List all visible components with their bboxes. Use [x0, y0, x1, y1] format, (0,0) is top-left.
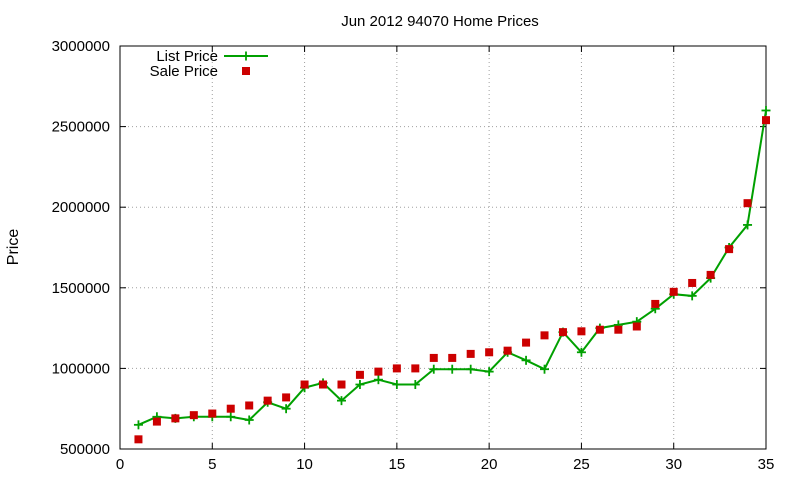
data-point-list-price: [521, 355, 531, 365]
x-tick-label: 20: [481, 456, 498, 473]
legend-marker-sale-price: [242, 67, 250, 75]
data-point-sale-price: [762, 116, 770, 125]
data-point-sale-price: [725, 245, 734, 254]
y-tick-label: 500000: [60, 441, 110, 458]
data-point-list-price: [743, 220, 753, 230]
data-point-sale-price: [319, 380, 328, 389]
series-sale-price: [134, 116, 770, 444]
data-point-sale-price: [263, 396, 272, 405]
x-tick-label: 15: [389, 456, 406, 473]
x-tick-label: 5: [208, 456, 216, 473]
data-point-sale-price: [522, 338, 531, 347]
x-tick-label: 35: [758, 456, 775, 473]
plot-frame: [119, 45, 767, 450]
x-tick-label: 10: [296, 456, 313, 473]
x-tick-label: 25: [573, 456, 590, 473]
data-point-sale-price: [651, 299, 660, 308]
axis-ticks: 0 5 10 15 20 25 30 35 500000 1000000 1500000 200000…: [52, 38, 775, 473]
data-point-sale-price: [171, 414, 180, 423]
data-point-sale-price: [595, 325, 604, 334]
data-point-list-price: [540, 364, 550, 374]
data-point-sale-price: [540, 331, 549, 340]
y-tick-label: 2000000: [52, 199, 110, 216]
data-point-list-price: [410, 380, 420, 390]
data-point-list-price: [133, 420, 143, 430]
data-point-list-price: [484, 367, 494, 377]
data-point-sale-price: [208, 409, 217, 418]
data-point-list-price: [281, 404, 291, 414]
data-point-sale-price: [743, 199, 752, 208]
data-point-sale-price: [374, 367, 383, 376]
data-point-sale-price: [558, 328, 567, 337]
legend-label-sale-price: Sale Price: [150, 63, 218, 80]
data-point-sale-price: [245, 401, 254, 410]
data-point-sale-price: [337, 380, 346, 389]
data-point-list-price: [761, 105, 771, 115]
data-point-list-price: [336, 396, 346, 406]
data-point-sale-price: [706, 270, 715, 279]
y-axis-label: Price: [5, 229, 22, 266]
data-point-sale-price: [392, 364, 401, 373]
data-series: [133, 105, 771, 444]
data-point-list-price: [244, 415, 254, 425]
data-point-sale-price: [189, 411, 198, 420]
data-point-list-price: [447, 364, 457, 374]
data-point-list-price: [429, 364, 439, 374]
legend: List Price Sale Price: [150, 48, 268, 80]
data-point-list-price: [576, 347, 586, 357]
data-point-list-price: [373, 375, 383, 385]
data-point-sale-price: [632, 322, 641, 331]
data-point-list-price: [687, 291, 697, 301]
y-tick-label: 1500000: [52, 280, 110, 297]
data-point-sale-price: [282, 393, 291, 402]
data-point-sale-price: [503, 346, 512, 355]
data-point-sale-price: [466, 349, 475, 358]
data-point-sale-price: [226, 404, 235, 413]
legend-label-list-price: List Price: [156, 48, 218, 65]
data-point-sale-price: [669, 287, 678, 296]
data-point-list-price: [466, 364, 476, 374]
data-point-list-price: [226, 412, 236, 422]
legend-marker-list-price: [241, 51, 251, 61]
data-point-sale-price: [485, 348, 494, 357]
data-point-sale-price: [152, 417, 161, 426]
x-tick-label: 30: [665, 456, 682, 473]
y-tick-label: 1000000: [52, 360, 110, 377]
data-point-list-price: [392, 380, 402, 390]
data-point-sale-price: [614, 325, 623, 334]
data-point-list-price: [355, 380, 365, 390]
data-point-sale-price: [300, 380, 309, 389]
chart-title: Jun 2012 94070 Home Prices: [341, 13, 539, 30]
y-tick-label: 2500000: [52, 119, 110, 136]
data-point-sale-price: [411, 364, 420, 373]
y-tick-label: 3000000: [52, 38, 110, 55]
data-point-sale-price: [448, 353, 457, 362]
x-tick-label: 0: [116, 456, 124, 473]
data-point-sale-price: [429, 353, 438, 362]
data-point-sale-price: [134, 435, 143, 444]
data-point-sale-price: [577, 327, 586, 336]
data-point-sale-price: [688, 278, 697, 287]
data-point-sale-price: [355, 370, 364, 379]
